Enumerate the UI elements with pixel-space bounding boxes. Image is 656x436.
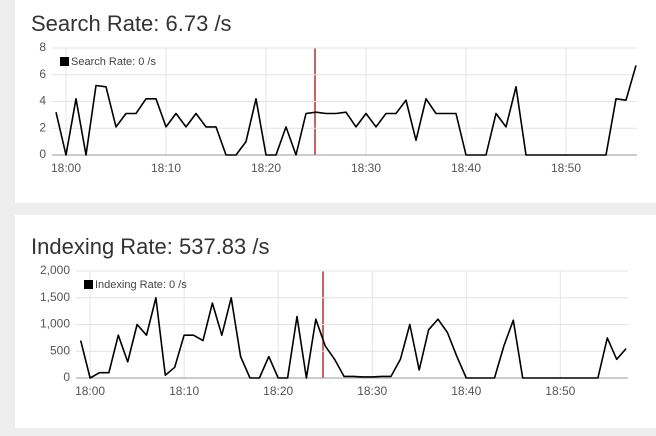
y-tick-label: 2	[39, 120, 46, 134]
y-tick-label: 1,000	[40, 317, 70, 331]
x-tick-label: 18:20	[263, 384, 293, 398]
x-tick-label: 18:00	[75, 384, 105, 398]
y-tick-label: 0	[39, 147, 46, 161]
x-tick-label: 18:10	[169, 384, 199, 398]
x-tick-label: 18:20	[251, 161, 281, 175]
y-tick-label: 0	[63, 370, 70, 384]
y-tick-label: 4	[39, 94, 46, 108]
y-tick-label: 6	[39, 67, 46, 81]
y-tick-label: 8	[39, 40, 46, 54]
chart-title: Indexing Rate: 537.83 /s	[31, 234, 270, 259]
x-tick-label: 18:00	[51, 161, 81, 175]
x-tick-label: 18:10	[151, 161, 181, 175]
series-line	[79, 297, 627, 379]
legend-swatch	[60, 57, 69, 66]
legend-swatch	[84, 280, 93, 289]
x-tick-label: 18:30	[351, 161, 381, 175]
x-tick-label: 18:50	[551, 161, 581, 175]
series-line	[55, 65, 637, 156]
x-tick-label: 18:40	[451, 384, 481, 398]
legend-label: Search Rate: 0 /s	[71, 56, 156, 68]
x-tick-label: 18:30	[357, 384, 387, 398]
y-tick-label: 2,000	[40, 263, 70, 277]
y-tick-label: 1,500	[40, 290, 70, 304]
x-tick-label: 18:50	[545, 384, 575, 398]
panel: Indexing Rate: 537.83 /s 0 500 1,000 1,500 2,…	[15, 215, 656, 428]
legend-label: Indexing Rate: 0 /s	[95, 279, 187, 291]
chart-title: Search Rate: 6.73 /s	[31, 11, 232, 36]
y-tick-label: 500	[50, 343, 70, 357]
panel: Search Rate: 6.73 /s 0 2 4 6 8 18:00 18:10 18:20…	[15, 0, 656, 203]
x-tick-label: 18:40	[451, 161, 481, 175]
